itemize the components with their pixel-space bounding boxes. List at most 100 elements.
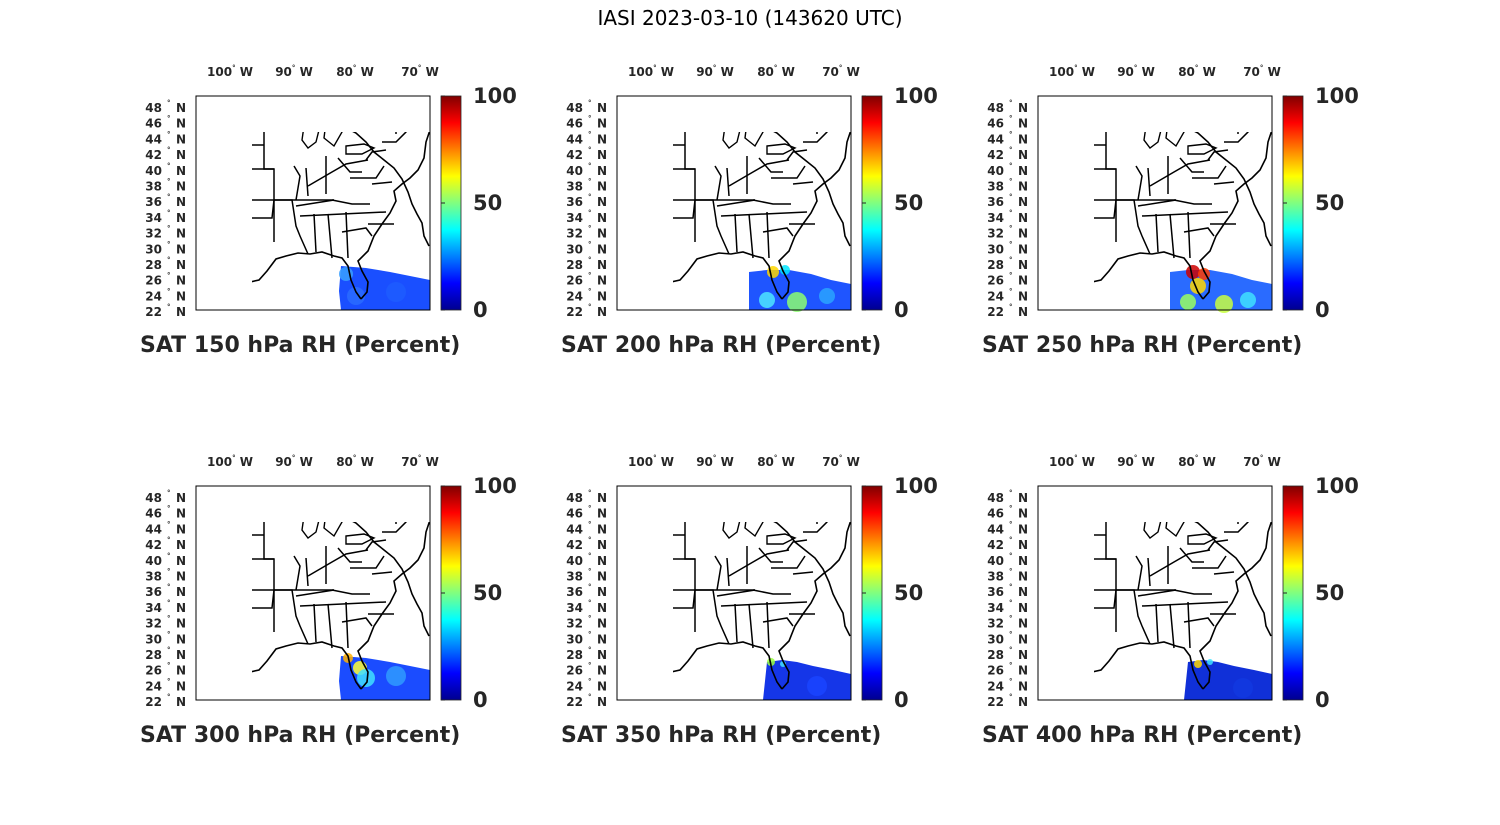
great-lake-outline — [722, 132, 741, 149]
state-border — [1173, 589, 1212, 595]
rh-swath-patch — [1194, 660, 1202, 668]
panel-title: SAT 400 hPa RH (Percent) — [982, 723, 1303, 748]
state-border — [252, 199, 275, 219]
lat-degree-mark: ° — [588, 178, 592, 186]
lat-tick-label: 26 — [566, 274, 583, 288]
lat-degree-mark: ° — [1009, 162, 1013, 170]
lon-tick-label: 90° W — [275, 64, 313, 79]
state-border — [305, 557, 309, 587]
lat-tick-label: 30 — [145, 632, 162, 646]
map-panel: 100° W 90° W 80° W 70° W 48 ° N 46 ° N 44 ° N 42 ° N 40 °… — [982, 450, 1359, 770]
lat-degree-mark: ° — [1009, 287, 1013, 295]
lat-tick-label: 34 — [987, 601, 1004, 615]
map-panel: 100° W 90° W 80° W 70° W 48 ° N 46 ° N 44 ° N 42 ° N 40 °… — [561, 60, 938, 380]
lat-hemisphere: N — [597, 180, 607, 194]
border-outline — [773, 132, 851, 247]
lat-tick-label: 30 — [566, 632, 583, 646]
rh-swath-patch — [357, 669, 375, 687]
lat-degree-mark: ° — [588, 552, 592, 560]
lat-hemisphere: N — [176, 242, 186, 256]
lat-tick-label: 42 — [145, 148, 162, 162]
state-border — [295, 589, 335, 597]
lat-hemisphere: N — [176, 305, 186, 319]
lat-degree-mark: ° — [167, 583, 171, 591]
colorbar-tick-label: 0 — [473, 688, 488, 712]
lat-hemisphere: N — [597, 491, 607, 505]
state-border — [766, 211, 770, 259]
lat-tick-label: 40 — [987, 164, 1004, 178]
lat-hemisphere: N — [176, 585, 186, 599]
lat-hemisphere: N — [176, 570, 186, 584]
colorbar-tick-label: 100 — [894, 474, 938, 498]
lat-degree-mark: ° — [1009, 256, 1013, 264]
state-border — [337, 547, 362, 563]
lat-degree-mark: ° — [1009, 225, 1013, 233]
lat-degree-mark: ° — [167, 115, 171, 123]
colorbar-tick-label: 0 — [1315, 298, 1330, 322]
map-plot: 100° W 90° W 80° W 70° W 48 ° N 46 ° N 44 ° N 42 ° N 40 °… — [566, 454, 938, 712]
map-frame — [195, 485, 431, 701]
lat-tick-label: 46 — [145, 117, 162, 131]
state-border — [748, 603, 754, 649]
state-border — [695, 199, 730, 255]
lat-degree-mark: ° — [167, 520, 171, 528]
state-border — [1169, 603, 1175, 649]
lat-hemisphere: N — [1018, 117, 1028, 131]
lat-degree-mark: ° — [167, 209, 171, 217]
lat-hemisphere: N — [176, 554, 186, 568]
lat-tick-label: 26 — [145, 274, 162, 288]
lat-tick-label: 32 — [987, 617, 1004, 631]
lat-hemisphere: N — [1018, 164, 1028, 178]
lat-degree-mark: ° — [1009, 583, 1013, 591]
state-border — [762, 227, 794, 237]
state-border — [1105, 522, 1117, 632]
lon-tick-label: 80° W — [757, 64, 795, 79]
state-border — [716, 199, 756, 207]
lat-tick-label: 28 — [145, 648, 162, 662]
lat-tick-label: 22 — [987, 695, 1004, 709]
lat-degree-mark: ° — [588, 240, 592, 248]
lat-hemisphere: N — [176, 632, 186, 646]
lat-hemisphere: N — [597, 164, 607, 178]
state-border — [771, 555, 806, 569]
lat-hemisphere: N — [1018, 491, 1028, 505]
rh-swath-patch — [1240, 292, 1256, 308]
lat-degree-mark: ° — [167, 630, 171, 638]
state-border — [1173, 199, 1212, 205]
lat-hemisphere: N — [1018, 538, 1028, 552]
state-border — [1187, 601, 1191, 649]
lat-hemisphere: N — [1018, 601, 1028, 615]
lat-hemisphere: N — [1018, 522, 1028, 536]
lat-degree-mark: ° — [1009, 662, 1013, 670]
state-border — [1183, 227, 1215, 237]
map-panel: 100° W 90° W 80° W 70° W 48 ° N 46 ° N 44 ° N 42 ° N 40 °… — [561, 450, 938, 770]
panel-title: SAT 150 hPa RH (Percent) — [140, 333, 461, 358]
lat-degree-mark: ° — [1009, 240, 1013, 248]
lat-tick-label: 26 — [987, 274, 1004, 288]
lat-hemisphere: N — [597, 274, 607, 288]
lon-tick-label: 90° W — [275, 454, 313, 469]
state-border — [758, 157, 783, 173]
lat-hemisphere: N — [176, 507, 186, 521]
lat-hemisphere: N — [176, 274, 186, 288]
rh-swath-patch — [1180, 294, 1196, 310]
colorbar-tick-label: 50 — [894, 191, 923, 215]
state-border — [1224, 132, 1249, 143]
map-layers — [1094, 132, 1273, 313]
state-border — [365, 149, 387, 161]
lat-hemisphere: N — [176, 180, 186, 194]
lat-tick-label: 46 — [987, 507, 1004, 521]
state-border — [803, 522, 828, 533]
lat-hemisphere: N — [176, 211, 186, 225]
lat-tick-label: 30 — [145, 242, 162, 256]
lat-degree-mark: ° — [588, 599, 592, 607]
state-border — [1141, 601, 1229, 607]
lat-tick-label: 42 — [987, 148, 1004, 162]
lat-degree-mark: ° — [1009, 193, 1013, 201]
lat-degree-mark: ° — [1009, 599, 1013, 607]
lat-hemisphere: N — [597, 632, 607, 646]
state-border — [263, 132, 275, 242]
state-border — [728, 159, 790, 187]
state-border — [748, 213, 754, 259]
